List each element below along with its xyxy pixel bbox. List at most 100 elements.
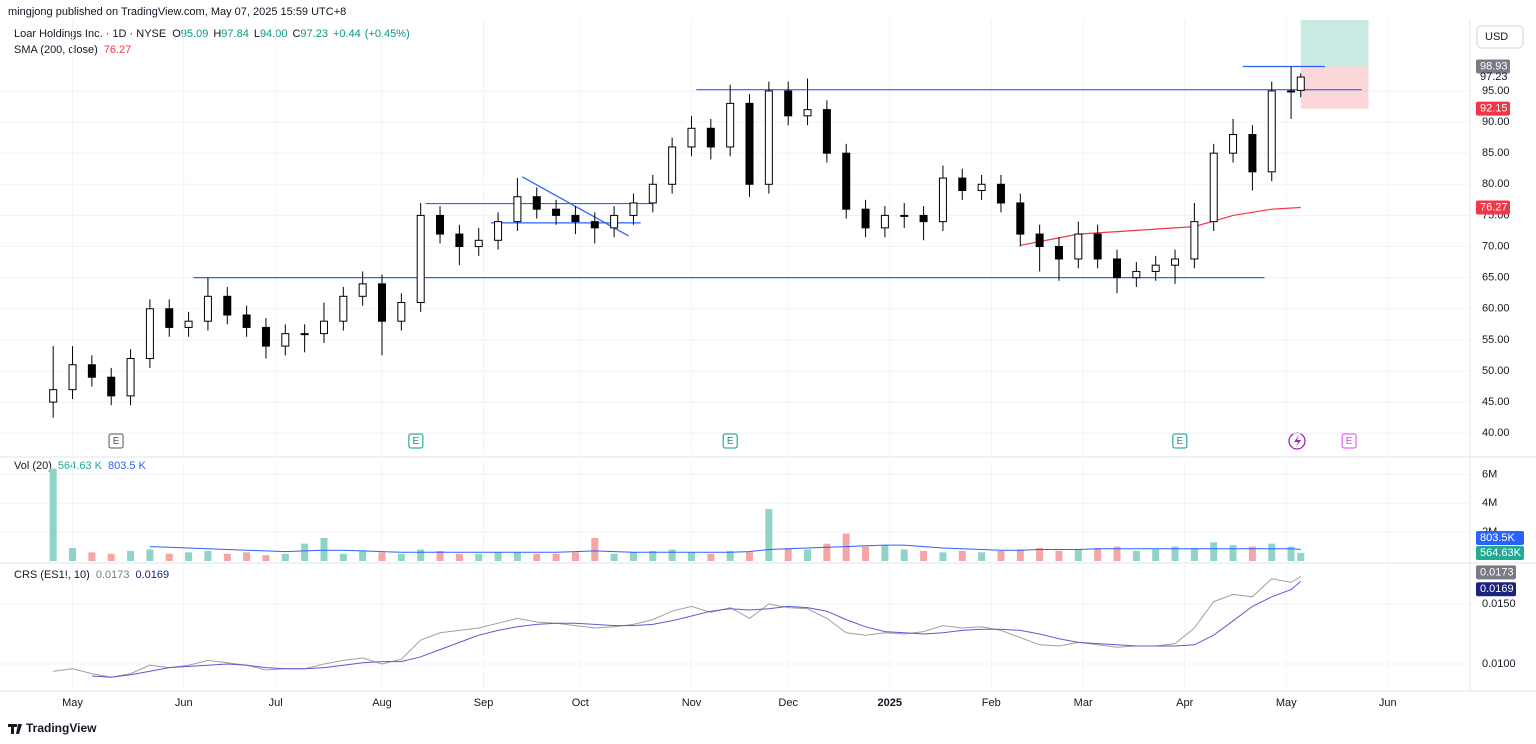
y-tick-label: 55.00 xyxy=(1482,334,1510,346)
candle-body xyxy=(726,102,735,148)
candle-body xyxy=(474,239,483,248)
volume-bar xyxy=(726,550,734,561)
volume-bar xyxy=(1287,546,1295,561)
price-tag-bg xyxy=(1476,565,1516,580)
volume-bar xyxy=(1074,549,1082,561)
volume-bar xyxy=(1229,545,1237,561)
crs-line xyxy=(53,575,1302,678)
volume-bar xyxy=(997,550,1005,561)
candle-body xyxy=(223,295,232,316)
volume-bar xyxy=(1094,548,1102,561)
candle-body xyxy=(1054,246,1063,260)
event-label: E xyxy=(1346,436,1353,447)
candle-body xyxy=(455,233,464,248)
volume-bar xyxy=(475,553,483,561)
price-tag-bg xyxy=(1476,582,1516,597)
brand-logo xyxy=(8,724,22,734)
volume-bar xyxy=(1248,546,1256,561)
sma-value: 76.27 xyxy=(104,44,132,56)
volume-bar xyxy=(862,546,870,561)
volume-bar xyxy=(88,552,96,561)
volume-bar xyxy=(69,548,77,561)
volume-bar xyxy=(1190,548,1198,561)
x-tick-label: Apr xyxy=(1176,697,1193,709)
volume-bar xyxy=(746,552,754,561)
x-tick-label: Nov xyxy=(682,697,702,709)
candle-body xyxy=(900,214,909,217)
candle-body xyxy=(958,177,967,192)
volume-bar xyxy=(1055,550,1063,561)
candle-body xyxy=(300,333,309,336)
ohlc-key: O xyxy=(172,28,181,40)
volume-bar xyxy=(494,552,502,561)
price-tag-bg xyxy=(1476,101,1510,116)
y-tick-label: 45.00 xyxy=(1482,396,1510,408)
candle-body xyxy=(822,109,831,154)
candle-body xyxy=(1229,134,1238,154)
change: +0.44 xyxy=(333,28,361,40)
y-tick-label: 65.00 xyxy=(1482,272,1510,284)
position-loss-zone xyxy=(1300,66,1369,109)
event-badge xyxy=(722,433,738,449)
volume-bar xyxy=(591,537,599,561)
price-tag-bg xyxy=(1476,531,1524,545)
candle-body xyxy=(165,308,174,328)
candle-body xyxy=(1016,202,1025,235)
brand-name: TradingView xyxy=(26,721,97,735)
volume-bar xyxy=(436,550,444,561)
y-tick-label: 70.00 xyxy=(1482,240,1510,252)
volume-bar xyxy=(649,550,657,561)
volume-bar xyxy=(165,553,173,561)
currency-label[interactable]: USD xyxy=(1485,31,1508,43)
crs-legend: CRS (ES1!, 10) 0.0173 0.0169 xyxy=(14,569,169,581)
event-label: E xyxy=(1177,436,1184,447)
volume-value: 564.63 K xyxy=(58,460,103,472)
candle-body xyxy=(880,214,889,229)
candle-body xyxy=(648,183,657,204)
volume-bar xyxy=(243,552,251,561)
candle-body xyxy=(996,183,1005,204)
volume-bar xyxy=(939,552,947,561)
price-tag-bg xyxy=(1476,59,1510,74)
volume-bar xyxy=(49,468,57,561)
change-pct: (+0.45%) xyxy=(365,28,410,40)
volume-bar xyxy=(784,548,792,561)
dividend-icon[interactable] xyxy=(1288,432,1306,450)
volume-ma-line xyxy=(149,544,1301,553)
y-tick-label: 50.00 xyxy=(1482,365,1510,377)
event-badge xyxy=(108,433,124,449)
volume-bar xyxy=(1132,550,1140,561)
volume-bar xyxy=(571,552,579,561)
x-tick-label: Dec xyxy=(778,697,798,709)
volume-bar xyxy=(881,545,889,561)
candle-body xyxy=(1209,152,1218,223)
volume-bar xyxy=(823,543,831,561)
price-tag-bg xyxy=(1476,546,1524,560)
volume-bar xyxy=(1210,542,1218,561)
candle-body xyxy=(919,214,928,223)
position-profit-zone xyxy=(1300,20,1369,67)
volume-bar xyxy=(1113,546,1121,561)
volume-bar xyxy=(378,552,386,561)
candle-body xyxy=(1151,264,1160,272)
volume-legend: Vol (20) 564.63 K 803.5 K xyxy=(14,460,147,472)
volume-title: Vol (20) xyxy=(14,460,52,472)
candle-body xyxy=(436,214,445,235)
sma-legend: SMA (200, close) 76.27 xyxy=(14,44,131,56)
volume-bar xyxy=(978,552,986,561)
price-legend: Loar Holdings Inc. · 1D · NYSE O95.09 H97.… xyxy=(14,28,410,40)
candle-body xyxy=(107,376,116,397)
y-tick-label: 6M xyxy=(1482,468,1497,480)
volume-ma-value: 803.5 K xyxy=(108,460,147,472)
last-price-label: 97.23 xyxy=(1480,71,1508,83)
volume-bar xyxy=(1268,543,1276,561)
brand-mark xyxy=(8,724,22,734)
currency-button[interactable] xyxy=(1476,25,1524,49)
price-tag: 0.0173 xyxy=(1480,566,1514,578)
ohlc-key: L xyxy=(254,28,260,40)
candle-body xyxy=(1267,90,1276,173)
candle-body xyxy=(1035,233,1044,248)
volume-bar xyxy=(610,553,618,561)
candle-body xyxy=(861,208,870,229)
candle-body xyxy=(532,196,541,210)
